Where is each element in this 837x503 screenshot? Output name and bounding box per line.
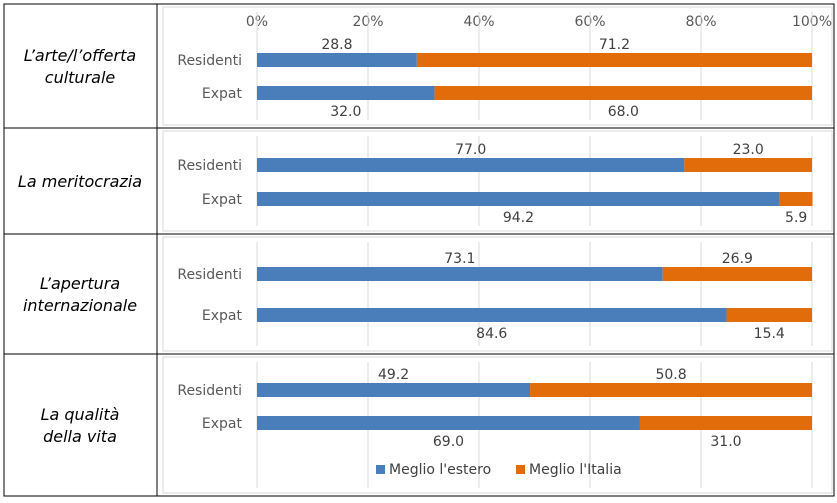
category-label: La meritocrazia [18,172,142,191]
category-label: della vita [43,427,117,446]
bar-segment-estero [257,158,685,172]
data-label: 49.2 [378,367,409,383]
plot-area [162,356,833,494]
row-label: Residenti [177,53,242,69]
data-label: 94.2 [503,210,534,226]
row-label: Residenti [177,158,242,174]
legend-swatch-estero [376,465,385,474]
row-label: Expat [202,308,243,324]
data-label: 50.8 [655,367,686,383]
data-label: 23.0 [733,142,764,158]
category-label: L’arte/l’offerta [24,46,136,65]
data-label: 31.0 [710,434,741,450]
data-label: 71.2 [599,37,630,53]
bar-segment-estero [257,53,417,67]
row-label: Expat [202,86,243,102]
row-label: Expat [202,416,243,432]
data-label: 69.0 [433,434,464,450]
data-label: 28.8 [321,37,352,53]
data-label: 32.0 [330,104,361,120]
data-label: 15.4 [754,326,785,342]
outer-border [3,3,835,497]
category-label: internazionale [23,296,137,315]
legend-label: Meglio l'estero [389,462,491,478]
bar-segment-italia [434,86,812,100]
bar-segment-estero [257,192,780,206]
bar-segment-italia [416,53,812,67]
category-label: La qualità [41,405,120,424]
bar-segment-italia [530,383,812,397]
bar-segment-estero [257,383,531,397]
data-label: 26.9 [722,251,753,267]
data-label: 84.6 [476,326,507,342]
row-label: Residenti [177,267,242,283]
plot-area [162,130,833,232]
bar-segment-estero [257,86,435,100]
legend-swatch-italia [516,465,525,474]
bar-segment-italia [684,158,812,172]
plot-area [162,6,833,126]
plot-area [162,236,833,352]
bar-segment-estero [257,416,640,430]
row-label: Residenti [177,383,242,399]
data-label: 68.0 [608,104,639,120]
legend-label: Meglio l'Italia [529,462,622,478]
data-label: 73.1 [444,251,475,267]
bar-segment-italia [639,416,812,430]
data-label: 77.0 [455,142,486,158]
bar-segment-italia [779,192,813,206]
bar-segment-estero [257,308,727,322]
bar-segment-italia [662,267,812,281]
category-label: L’apertura [40,274,120,293]
data-label: 5.9 [785,210,807,226]
row-label: Expat [202,192,243,208]
bar-segment-estero [257,267,663,281]
category-label: culturale [45,68,116,87]
bar-segment-italia [726,308,812,322]
